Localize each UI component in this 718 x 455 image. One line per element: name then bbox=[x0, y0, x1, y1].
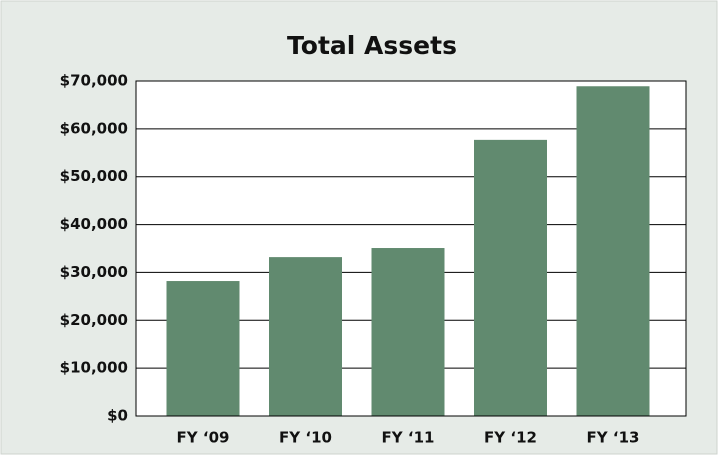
y-tick-label: $30,000 bbox=[60, 263, 128, 281]
y-tick-label: $0 bbox=[107, 407, 128, 425]
bar bbox=[269, 257, 342, 416]
bar bbox=[166, 281, 240, 416]
x-tick-label: FY ‘10 bbox=[279, 429, 332, 447]
y-tick-label: $70,000 bbox=[60, 72, 128, 90]
y-tick-label: $20,000 bbox=[60, 311, 128, 329]
y-tick-label: $50,000 bbox=[60, 167, 128, 185]
y-tick-label: $60,000 bbox=[60, 119, 128, 137]
chart-title: Total Assets bbox=[287, 31, 457, 60]
y-tick-label: $10,000 bbox=[60, 359, 128, 377]
bar bbox=[474, 139, 547, 416]
bar bbox=[371, 248, 445, 416]
x-tick-label: FY ‘11 bbox=[382, 429, 435, 447]
bar bbox=[576, 86, 650, 416]
x-tick-label: FY ‘13 bbox=[587, 429, 640, 447]
y-tick-label: $40,000 bbox=[60, 215, 128, 233]
x-tick-label: FY ‘12 bbox=[484, 429, 537, 447]
plot-border bbox=[135, 80, 687, 417]
x-tick-label: FY ‘09 bbox=[177, 429, 230, 447]
